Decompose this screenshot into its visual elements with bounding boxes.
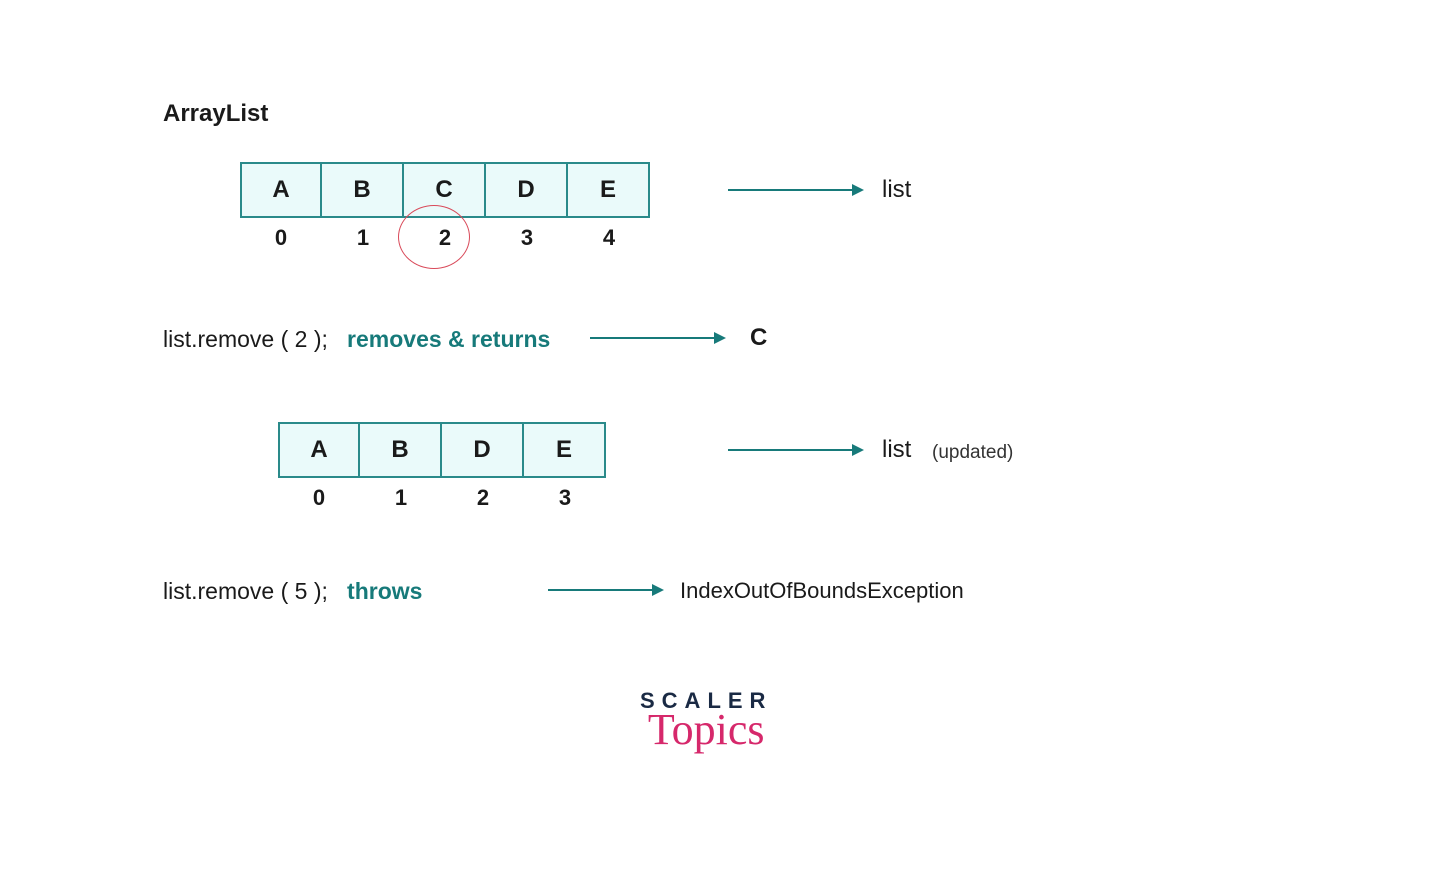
idx-a1-1: 1: [322, 225, 404, 251]
code-line-2: list.remove ( 5 ); throws: [163, 578, 422, 605]
array-2: A B D E: [278, 422, 606, 478]
label-updated: (updated): [932, 442, 1013, 464]
cell-a1-1: B: [322, 162, 404, 218]
highlight-circle: [398, 205, 470, 269]
action-1: removes & returns: [347, 326, 550, 352]
cell-a2-2: D: [442, 422, 524, 478]
cell-a1-4: E: [568, 162, 650, 218]
label-list-1: list: [882, 176, 911, 204]
idx-a1-4: 4: [568, 225, 650, 251]
cell-a2-1: B: [360, 422, 442, 478]
wm-topics: Topics: [640, 704, 772, 755]
cell-a1-0: A: [240, 162, 322, 218]
indices-2: 0 1 2 3: [278, 485, 606, 511]
cell-a1-3: D: [486, 162, 568, 218]
action-2: throws: [347, 578, 422, 604]
idx-a2-1: 1: [360, 485, 442, 511]
arrow-list-1: [728, 180, 868, 200]
label-list-2: list: [882, 436, 911, 464]
arrow-result-1: [590, 328, 730, 348]
cell-a2-3: E: [524, 422, 606, 478]
code-2: list.remove ( 5 );: [163, 578, 328, 604]
result-c: C: [750, 324, 767, 352]
idx-a1-0: 0: [240, 225, 322, 251]
arrow-result-2: [548, 580, 668, 600]
code-1: list.remove ( 2 );: [163, 326, 328, 352]
idx-a2-3: 3: [524, 485, 606, 511]
idx-a1-3: 3: [486, 225, 568, 251]
arrow-list-2: [728, 440, 868, 460]
watermark: SCALER Topics: [640, 688, 772, 755]
idx-a2-2: 2: [442, 485, 524, 511]
idx-a2-0: 0: [278, 485, 360, 511]
page-title: ArrayList: [163, 100, 268, 128]
cell-a2-0: A: [278, 422, 360, 478]
code-line-1: list.remove ( 2 ); removes & returns: [163, 326, 550, 353]
result-exception: IndexOutOfBoundsException: [680, 578, 964, 604]
